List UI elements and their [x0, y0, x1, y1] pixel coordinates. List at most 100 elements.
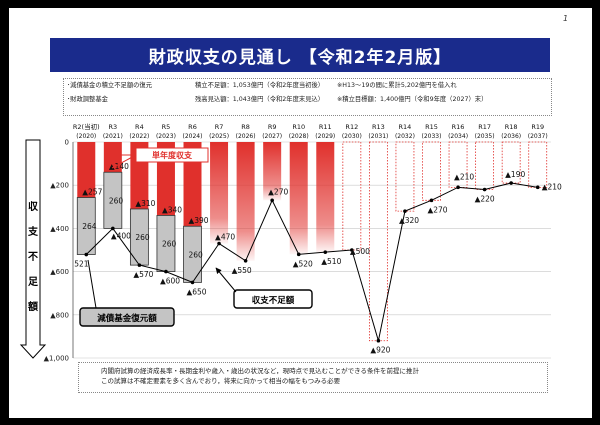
point-shortfall	[164, 269, 168, 274]
x-tick-label: R19	[531, 123, 544, 131]
point-shortfall	[84, 252, 89, 257]
x-tick-year: (2022)	[129, 133, 149, 140]
data-label-shortfall: ▲920	[370, 346, 390, 355]
x-tick-year: (2037)	[528, 133, 548, 140]
x-tick-year: (2020)	[76, 133, 96, 140]
y-tick-label: ▲400	[50, 225, 69, 233]
x-tick-year: (2030)	[342, 133, 362, 140]
info-row2-label: ･財政調整基金	[67, 96, 108, 103]
point-shortfall	[137, 263, 142, 267]
data-label-shortfall: ▲550	[232, 266, 252, 275]
x-tick-label: R5	[162, 123, 171, 131]
point-shortfall	[350, 248, 354, 252]
data-label-shortfall: ▲500	[350, 247, 370, 256]
info-box: ･減債基金の積立不足額の復元 積立不足額：1,053億円（令和2年度当初後） ※…	[63, 78, 552, 116]
info-row1-value: 積立不足額：1,053億円（令和2年度当初後）	[195, 82, 325, 89]
bottom-bar	[0, 418, 600, 425]
point-shortfall	[509, 181, 513, 185]
line-shortfall	[85, 182, 538, 341]
point-shortfall	[270, 198, 274, 203]
data-label-shortfall: ▲520	[293, 259, 313, 268]
data-label-shortfall: ▲600	[160, 277, 180, 286]
data-label-shortfall: ▲320	[399, 216, 419, 225]
data-label-fund-restore: 260	[109, 196, 124, 205]
x-tick-label: R2(当初)	[73, 122, 100, 131]
data-label-shortfall: ▲400	[111, 231, 131, 240]
x-tick-year: (2025)	[209, 133, 229, 140]
x-tick-label: R3	[109, 123, 118, 131]
bar-single-year	[183, 142, 202, 227]
footer-notes: 内閣府試算の経済成長率・長期金利や歳入・歳出の状況など，現時点で見込むことができ…	[78, 362, 548, 393]
y-tick-label: ▲800	[50, 311, 69, 319]
x-tick-label: R16	[452, 123, 465, 131]
data-label-single-year: ▲257	[82, 188, 102, 197]
data-label-shortfall: ▲270	[268, 187, 288, 196]
data-label-single-year: ▲390	[189, 216, 209, 225]
bar-dotted	[475, 141, 495, 190]
data-label-shortfall: ▲220	[475, 195, 495, 204]
ylabel-char: 不	[28, 251, 38, 263]
bar-single-year	[316, 142, 335, 253]
x-tick-year: (2024)	[183, 133, 203, 140]
x-tick-year: (2036)	[501, 133, 521, 140]
ylabel-char: 額	[27, 300, 38, 313]
x-tick-label: R14	[399, 123, 412, 131]
point-shortfall	[403, 209, 407, 213]
x-tick-year: (2031)	[368, 133, 388, 140]
x-tick-label: R18	[505, 123, 518, 131]
page-number: 1	[563, 14, 569, 23]
bar-single-year	[210, 142, 229, 244]
y-tick-label: 0	[65, 139, 69, 147]
info-row2-value: 残高見込額：1,043億円（令和2年度末見込）	[195, 96, 325, 103]
x-tick-year: (2028)	[289, 133, 309, 140]
data-label-fund-restore: 264	[82, 222, 97, 231]
data-label-shortfall: ▲210	[542, 182, 562, 191]
point-shortfall	[296, 252, 301, 257]
point-shortfall	[535, 185, 540, 190]
annotation-single-year: 単年度収支	[152, 150, 193, 160]
x-tick-label: R15	[425, 123, 438, 131]
annotation-fund-restore: 減債基金復元額	[97, 313, 157, 324]
annotation-shortfall: 収支不足額	[252, 295, 295, 306]
bar-dotted	[395, 141, 415, 212]
bar-single-year	[77, 142, 96, 198]
x-tick-label: R17	[478, 123, 491, 131]
x-tick-year: (2035)	[475, 133, 495, 140]
x-tick-year: (2032)	[395, 133, 415, 140]
ylabel-char: 収	[28, 201, 39, 213]
point-shortfall	[111, 226, 115, 231]
x-tick-label: R12	[345, 123, 358, 131]
bar-dotted	[501, 141, 521, 184]
data-label-shortfall: ▲190	[505, 170, 525, 179]
info-row1-label: ･減債基金の積立不足額の復元	[67, 82, 153, 89]
info-row2-note: ※積立目標額：1,400億円（令和9年度（2027）末）	[337, 96, 488, 103]
data-label-single-year: ▲340	[162, 205, 182, 214]
data-label-shortfall: ▲470	[215, 233, 235, 242]
data-label-shortfall: 521	[74, 260, 89, 269]
data-label-shortfall: ▲650	[187, 287, 207, 296]
annotation-pointer	[111, 154, 137, 169]
point-shortfall	[456, 185, 460, 190]
data-label-shortfall: ▲570	[133, 270, 153, 279]
x-tick-label: R9	[268, 123, 277, 131]
ylabel-char: 足	[28, 276, 39, 288]
bar-single-year	[236, 142, 255, 261]
point-shortfall	[243, 259, 248, 263]
bar-dotted	[422, 141, 441, 201]
x-tick-label: R4	[135, 123, 144, 131]
data-label-shortfall: ▲270	[428, 205, 448, 214]
point-shortfall	[376, 338, 381, 343]
y-tick-label: ▲200	[50, 182, 69, 190]
point-shortfall	[429, 198, 434, 203]
x-tick-label: R11	[319, 123, 332, 131]
data-label-fund-restore: 260	[189, 250, 204, 259]
x-tick-year: (2034)	[448, 133, 468, 140]
footer-line-1: 内閣府試算の経済成長率・長期金利や歳入・歳出の状況など，現時点で見込むことができ…	[101, 367, 420, 375]
point-shortfall	[323, 250, 328, 254]
page-title: 財政収支の見通し 【令和2年2月版】	[50, 38, 550, 72]
info-row1-note: ※H13～19の間に累計5,202億円を借入れ	[337, 82, 457, 89]
point-shortfall	[190, 280, 195, 285]
bar-dotted	[342, 141, 362, 251]
footer-line-2: この試算は不確定要素を多く含んでおり，将来に向かって相当の幅をもつみる必要	[101, 377, 341, 385]
